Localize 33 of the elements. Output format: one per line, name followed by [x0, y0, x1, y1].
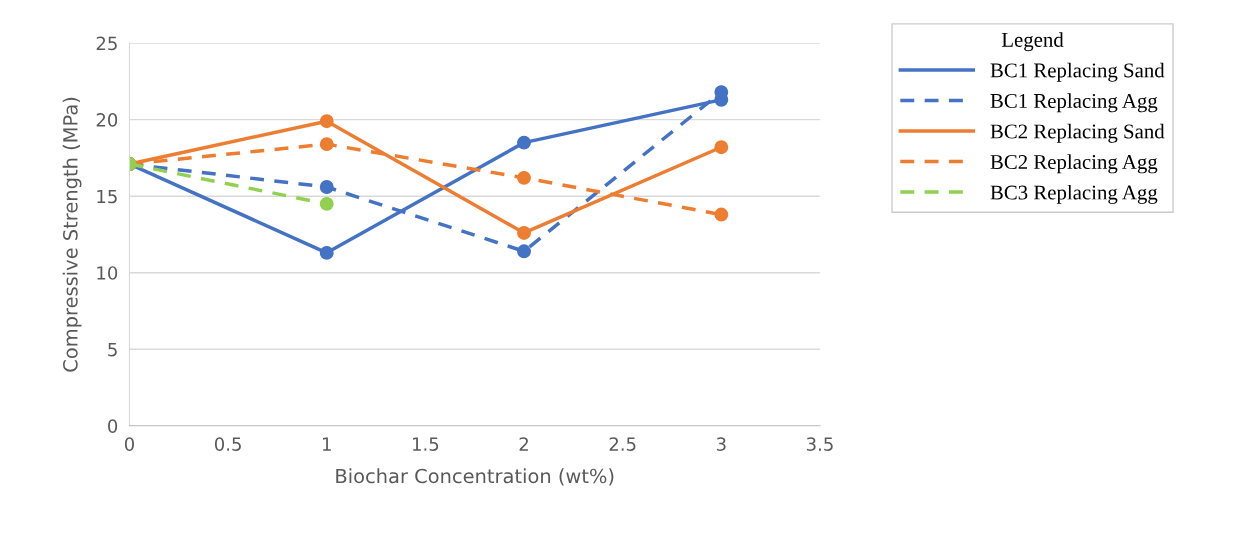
y-tick-label: 20 — [96, 113, 118, 127]
point — [517, 225, 531, 240]
x-tick-label: 2 — [519, 437, 528, 451]
point — [517, 244, 531, 259]
point — [319, 114, 334, 129]
x-tick-label: 1 — [322, 437, 331, 451]
x-tick-label: 3.5 — [806, 437, 833, 451]
legend-label: BC3 Replacing Agg — [990, 184, 1158, 204]
legend-label: BC2 Replacing Sand — [990, 123, 1165, 143]
point — [319, 180, 334, 194]
y-tick-label: 5 — [108, 342, 117, 357]
legend-title: Legend — [1001, 32, 1064, 52]
point — [714, 207, 729, 222]
x-axis-title: Biochar Concentration (wt%) — [336, 468, 614, 486]
y-axis-title: Compressive Strength (MPa) — [62, 97, 82, 372]
point — [319, 137, 334, 152]
point — [517, 135, 531, 150]
y-tick-label: 25 — [96, 36, 117, 51]
x-tick-label: 3 — [716, 437, 726, 451]
y-tick-label: 10 — [97, 266, 118, 280]
point — [319, 245, 334, 260]
legend-label: BC1 Replacing Agg — [990, 93, 1158, 113]
y-tick-label: 15 — [97, 189, 117, 204]
point — [517, 170, 531, 185]
y-tick-label: 0 — [108, 419, 118, 433]
point — [319, 196, 334, 211]
x-tick-label: 0.5 — [214, 437, 241, 451]
legend-label: BC2 Replacing Agg — [990, 154, 1158, 174]
x-tick-label: 2.5 — [609, 437, 636, 451]
x-tick-label: 0 — [124, 437, 135, 451]
legend-label: BC1 Replacing Sand — [990, 62, 1165, 82]
point — [714, 140, 729, 155]
x-tick-label: 1.5 — [413, 437, 439, 451]
